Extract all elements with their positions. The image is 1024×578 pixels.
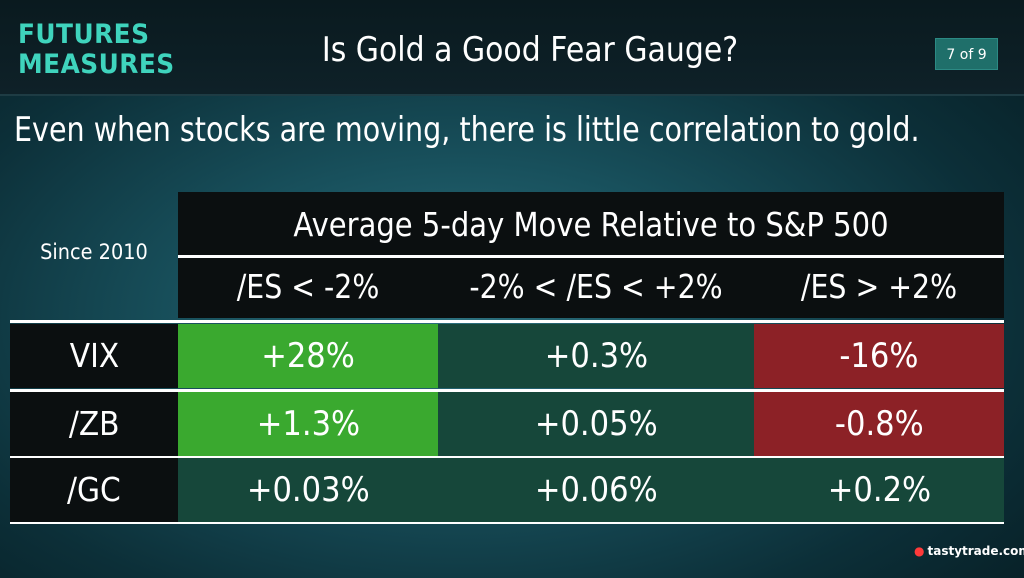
- cell-vix-es-above: -16%: [754, 324, 1004, 388]
- logo-line-1: FUTURES: [18, 19, 150, 50]
- page-indicator-badge: 7 of 9: [935, 38, 998, 70]
- tastytrade-watermark: ● tastytrade.com: [914, 544, 1024, 558]
- cell-zb-es-below: +1.3%: [178, 392, 438, 456]
- cell-zb-es-between: +0.05%: [438, 392, 754, 456]
- slide-subtitle: Even when stocks are moving, there is li…: [14, 110, 920, 150]
- header-divider: [178, 255, 1004, 258]
- row-label-zb: /ZB: [10, 392, 178, 456]
- row-label-gc: /GC: [10, 458, 178, 522]
- row-separator: [10, 320, 1004, 323]
- table-title: Average 5-day Move Relative to S&P 500: [293, 205, 889, 244]
- cell-gc-es-above: +0.2%: [754, 458, 1004, 522]
- row-separator: [10, 521, 1004, 524]
- slide-title: Is Gold a Good Fear Gauge?: [321, 30, 739, 70]
- column-header-es-below-minus-2: /ES < -2%: [236, 267, 380, 306]
- cell-zb-es-above: -0.8%: [754, 392, 1004, 456]
- header-bar: FUTURES MEASURES Is Gold a Good Fear Gau…: [0, 0, 1024, 96]
- since-2010-label: Since 2010: [40, 240, 148, 264]
- cell-gc-es-below: +0.03%: [178, 458, 438, 522]
- cell-vix-es-below: +28%: [178, 324, 438, 388]
- logo-line-2: MEASURES: [18, 49, 175, 80]
- row-label-vix: VIX: [10, 324, 178, 388]
- brand-text: tastytrade.com: [927, 544, 1024, 558]
- cherry-icon: ●: [914, 544, 925, 558]
- column-header-es-above-plus-2: /ES > +2%: [800, 267, 958, 306]
- futures-measures-logo: FUTURES MEASURES: [18, 20, 175, 80]
- column-header-es-between: -2% < /ES < +2%: [469, 267, 723, 306]
- cell-gc-es-between: +0.06%: [438, 458, 754, 522]
- row-separator: [10, 389, 1004, 392]
- row-separator: [10, 455, 1004, 458]
- cell-vix-es-between: +0.3%: [438, 324, 754, 388]
